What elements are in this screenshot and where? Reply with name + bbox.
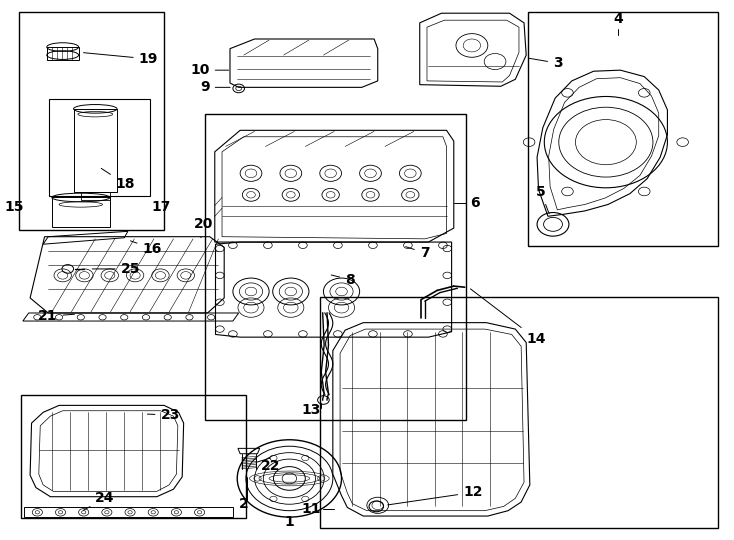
Text: 16: 16 (131, 241, 161, 255)
Bar (49, 99, 150, 196)
Text: 8: 8 (331, 273, 355, 287)
Text: 6: 6 (470, 196, 480, 210)
Text: 18: 18 (101, 168, 135, 191)
Text: 4: 4 (614, 11, 623, 25)
Bar (47, 47, 79, 60)
Bar (52, 198, 110, 227)
Text: 22: 22 (261, 459, 280, 473)
Text: 24: 24 (83, 491, 115, 510)
Text: 17: 17 (152, 200, 171, 214)
Bar (19, 12, 164, 229)
Text: 14: 14 (470, 289, 545, 346)
Text: 23: 23 (148, 408, 180, 422)
Bar (21, 395, 246, 518)
Bar (320, 297, 718, 528)
Text: 1: 1 (285, 516, 294, 530)
Text: 5: 5 (536, 185, 549, 214)
Text: 7: 7 (406, 246, 429, 260)
Text: 12: 12 (388, 485, 483, 505)
Bar (528, 12, 718, 246)
Text: 21: 21 (38, 309, 74, 323)
Text: 3: 3 (529, 56, 563, 70)
Text: 2: 2 (239, 497, 249, 511)
Bar (81, 192, 110, 200)
Text: 19: 19 (84, 52, 158, 66)
Bar (206, 114, 466, 421)
Text: 20: 20 (195, 217, 214, 238)
Text: 15: 15 (5, 200, 24, 214)
Text: 25: 25 (92, 262, 140, 276)
Text: 13: 13 (302, 403, 321, 417)
Text: 9: 9 (200, 80, 230, 94)
Text: 10: 10 (190, 63, 229, 77)
Text: 11: 11 (302, 502, 321, 516)
Bar (73, 109, 117, 192)
